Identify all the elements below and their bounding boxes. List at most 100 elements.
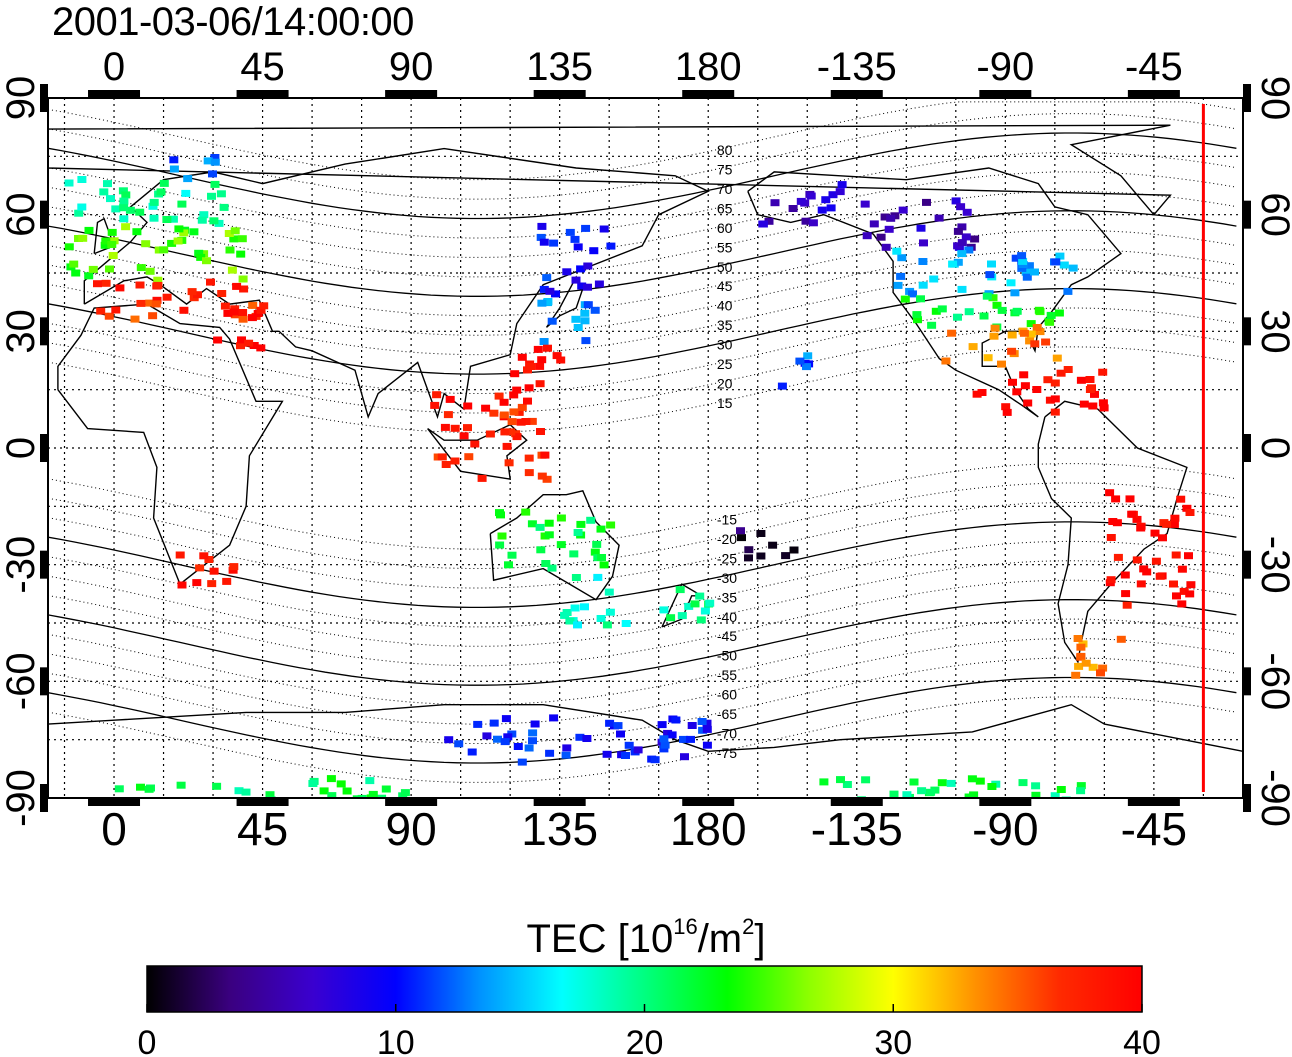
tec-cell: [573, 324, 583, 331]
tec-cell: [975, 777, 985, 785]
tec-cell: [889, 790, 899, 798]
tec-cell: [441, 461, 451, 468]
tec-cell: [770, 199, 780, 207]
tec-cell: [151, 300, 161, 308]
tec-cell: [239, 285, 249, 293]
tec-cell: [1155, 572, 1165, 580]
magnetic-latitude-label: 65: [717, 200, 733, 216]
tec-cell: [549, 714, 559, 722]
tec-cell: [195, 564, 205, 572]
tec-cell: [659, 745, 669, 753]
tec-cell: [130, 315, 140, 323]
tec-cell: [983, 354, 993, 362]
tec-cell: [744, 554, 753, 562]
tec-cell: [219, 203, 229, 211]
y-tick-label-left: 30: [0, 309, 43, 354]
colorbar: 0 10 20 30 40: [138, 965, 1161, 1057]
tec-cell: [187, 288, 197, 296]
tec-cell: [162, 293, 172, 301]
tec-cell: [111, 205, 121, 213]
tec-cell: [908, 290, 917, 298]
tec-cell: [203, 157, 213, 165]
tec-cell: [173, 237, 183, 245]
tec-cell: [571, 276, 581, 284]
tec-cell: [509, 408, 519, 416]
tec-cell: [686, 735, 695, 743]
tec-cell: [115, 284, 125, 292]
tec-cell: [527, 417, 537, 425]
tec-cell: [657, 721, 667, 729]
tec-cell: [189, 228, 199, 236]
tec-cell: [521, 418, 531, 425]
tec-cell: [177, 581, 187, 589]
tec-cell: [135, 281, 145, 289]
tec-cell: [156, 188, 166, 196]
tec-cell: [1007, 331, 1017, 339]
tec-cell: [957, 285, 967, 293]
tec-cell: [109, 237, 119, 245]
tec-cell: [248, 301, 258, 309]
x-tick-mark-top: [385, 90, 438, 98]
tec-cell: [702, 719, 712, 727]
tec-cell: [1011, 254, 1021, 262]
tec-cell: [982, 292, 992, 300]
tec-cell: [667, 731, 677, 739]
x-tick-label-top: 45: [240, 45, 285, 89]
tec-cell: [918, 281, 928, 289]
tec-cell: [616, 730, 625, 738]
tec-cell: [121, 191, 131, 199]
tec-cell: [547, 564, 557, 572]
tec-cell: [789, 546, 799, 554]
x-tick-label-bottom: 90: [386, 803, 437, 855]
tec-cell: [71, 269, 81, 277]
tec-cell: [319, 787, 329, 795]
tec-cell: [168, 215, 178, 223]
tec-cell: [489, 719, 499, 727]
tec-cell: [580, 603, 589, 611]
tec-cell: [1172, 592, 1181, 600]
tec-cell: [326, 775, 336, 783]
tec-cell: [788, 205, 798, 212]
tec-cell: [357, 794, 367, 798]
magnetic-latitude-label: -55: [717, 667, 737, 683]
tec-cell: [613, 722, 623, 730]
tec-cell: [521, 508, 531, 516]
tec-cell: [1081, 659, 1091, 667]
y-tick-mark-left: [40, 434, 48, 462]
x-tick-mark-top: [88, 90, 141, 98]
tec-cell: [581, 224, 591, 232]
tec-cell: [209, 567, 219, 575]
tec-cell: [495, 509, 504, 517]
magnetic-latitude-contour: [48, 171, 1237, 258]
tec-cell: [1019, 371, 1029, 379]
tec-cell: [535, 523, 545, 531]
tec-cell: [445, 395, 455, 403]
tec-cell: [467, 748, 477, 756]
tec-cell: [107, 228, 117, 236]
magnetic-latitude-contour: [48, 502, 1237, 589]
magnetic-latitude-contour: [48, 249, 1237, 336]
tec-cell: [1032, 324, 1042, 331]
tec-cell: [764, 217, 774, 225]
tec-cell: [931, 307, 941, 315]
tec-cell: [174, 225, 184, 233]
tec-cell: [687, 722, 697, 729]
tec-cell: [227, 266, 237, 274]
tec-cell: [145, 299, 155, 307]
tec-cell: [941, 357, 951, 365]
tec-cell: [1045, 318, 1055, 326]
x-tick-label-top: 90: [389, 45, 434, 89]
tec-cell: [136, 264, 146, 272]
tec-cell: [241, 788, 251, 796]
tec-cell: [1127, 510, 1137, 518]
y-tick-mark-right: [1243, 84, 1251, 112]
tec-cell: [1056, 786, 1066, 793]
tec-cell: [454, 740, 464, 748]
tec-cell: [1063, 366, 1073, 373]
coastline: [83, 147, 710, 420]
tec-cell: [551, 290, 560, 298]
tec-cell: [582, 735, 592, 742]
tec-cell: [1169, 520, 1179, 528]
tec-cell: [101, 279, 111, 287]
tec-cell: [680, 753, 689, 761]
